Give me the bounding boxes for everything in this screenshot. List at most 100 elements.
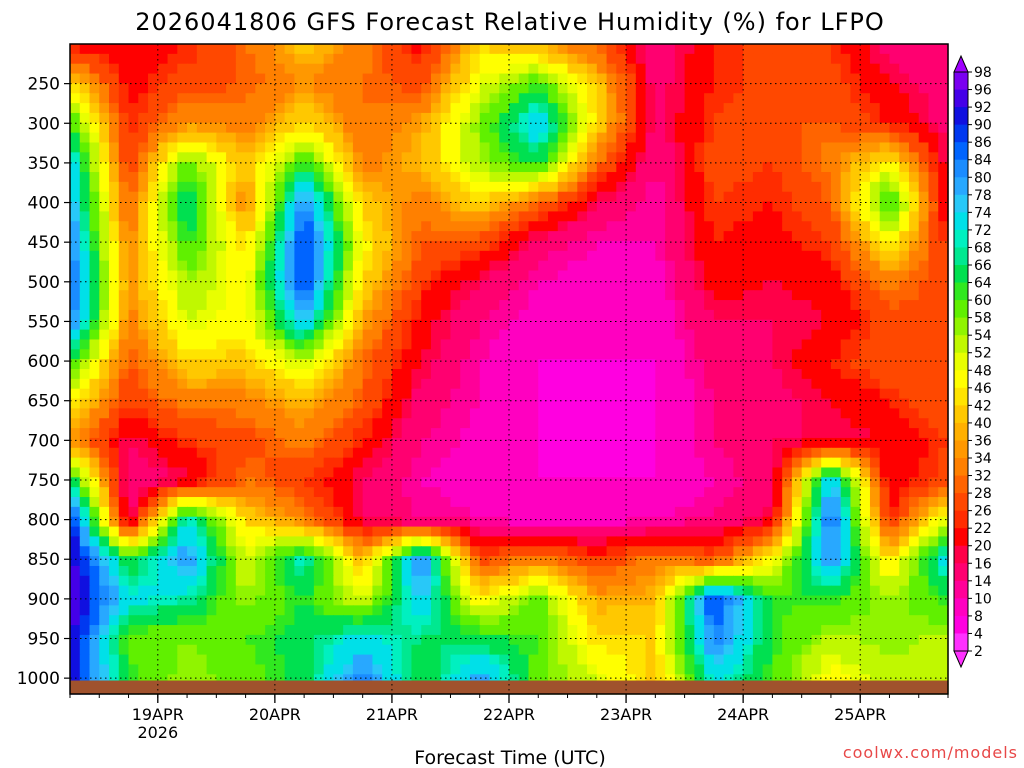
rh-cell <box>557 339 569 350</box>
rh-cell <box>655 398 666 409</box>
rh-cell <box>860 349 871 360</box>
rh-cell <box>733 152 744 163</box>
rh-cell <box>772 516 783 528</box>
rh-cell <box>421 300 432 311</box>
rh-cell <box>645 565 656 577</box>
rh-cell <box>70 536 81 547</box>
rh-cell <box>294 457 305 469</box>
rh-cell <box>606 536 617 547</box>
rh-cell <box>704 408 715 419</box>
rh-cell <box>518 349 530 360</box>
rh-cell <box>206 73 217 84</box>
rh-cell <box>723 477 734 488</box>
rh-cell <box>235 44 247 55</box>
rh-cell <box>772 201 783 213</box>
rh-cell <box>635 44 647 55</box>
rh-cell <box>860 142 871 153</box>
rh-cell <box>518 575 530 587</box>
rh-cell <box>743 408 754 419</box>
rh-cell <box>313 53 325 65</box>
rh-cell <box>352 83 364 94</box>
rh-cell <box>528 73 539 84</box>
rh-cell <box>128 83 139 94</box>
rh-cell <box>791 162 803 173</box>
rh-cell <box>70 565 81 577</box>
rh-cell <box>216 447 227 459</box>
rh-cell <box>294 231 305 242</box>
rh-cell <box>860 63 871 75</box>
rh-cell <box>557 93 569 104</box>
rh-cell <box>674 142 686 153</box>
rh-cell <box>479 191 491 203</box>
rh-cell <box>294 556 305 567</box>
rh-cell <box>138 497 149 508</box>
rh-cell <box>323 319 334 331</box>
rh-cell <box>899 497 910 508</box>
rh-cell <box>869 437 881 449</box>
rh-cell <box>743 546 754 557</box>
rh-cell <box>148 112 159 124</box>
rh-cell <box>450 339 461 350</box>
rh-cell <box>489 467 500 478</box>
rh-cell <box>938 369 949 380</box>
rh-cell <box>89 162 100 173</box>
rh-cell <box>821 250 832 262</box>
rh-cell <box>294 142 305 153</box>
rh-cell <box>460 83 471 94</box>
rh-cell <box>782 201 793 213</box>
rh-cell <box>733 122 744 134</box>
rh-cell <box>235 418 247 429</box>
rh-cell <box>704 556 715 567</box>
rh-cell <box>235 309 247 321</box>
rh-cell <box>479 240 491 252</box>
rh-cell <box>343 398 354 409</box>
rh-cell <box>216 211 227 222</box>
rh-cell <box>830 329 842 341</box>
rh-cell <box>489 556 500 567</box>
rh-cell <box>528 290 539 301</box>
rh-cell <box>938 565 949 577</box>
rh-cell <box>899 132 910 144</box>
rh-cell <box>733 565 744 577</box>
rh-cell <box>918 172 930 183</box>
rh-cell <box>869 536 881 547</box>
rh-cell <box>138 142 149 153</box>
rh-cell <box>89 73 100 84</box>
rh-cell <box>889 260 900 272</box>
rh-cell <box>109 132 120 144</box>
rh-cell <box>860 93 871 104</box>
rh-cell <box>177 457 188 469</box>
rh-cell <box>567 536 578 547</box>
rh-cell <box>762 319 773 331</box>
rh-cell <box>577 487 588 498</box>
rh-cell <box>674 437 686 449</box>
rh-cell <box>665 398 676 409</box>
rh-cell <box>918 63 930 75</box>
rh-cell <box>450 152 461 163</box>
rh-cell <box>450 260 461 272</box>
rh-cell <box>606 565 617 577</box>
rh-cell <box>235 240 247 252</box>
rh-cell <box>860 477 871 488</box>
rh-cell <box>606 309 617 321</box>
rh-cell <box>587 546 598 557</box>
rh-cell <box>460 388 471 400</box>
rh-cell <box>372 231 383 242</box>
rh-cell <box>879 516 891 528</box>
rh-cell <box>99 329 110 341</box>
rh-cell <box>655 388 666 400</box>
rh-cell <box>899 428 910 439</box>
rh-cell <box>187 477 198 488</box>
rh-cell <box>362 44 374 55</box>
rh-cell <box>801 73 813 84</box>
rh-cell <box>430 398 442 409</box>
rh-cell <box>782 112 793 124</box>
rh-cell <box>450 211 461 222</box>
rh-cell <box>382 93 393 104</box>
rh-cell <box>157 546 169 557</box>
rh-cell <box>538 556 549 567</box>
rh-cell <box>313 398 325 409</box>
rh-cell <box>635 477 647 488</box>
rh-cell <box>118 221 130 232</box>
rh-cell <box>109 122 120 134</box>
